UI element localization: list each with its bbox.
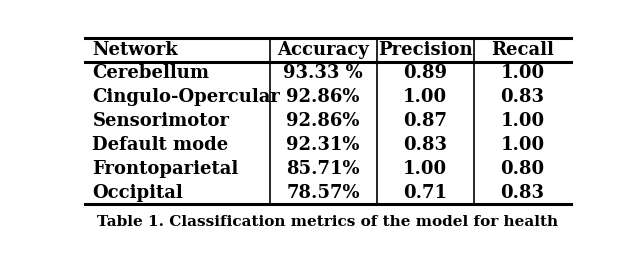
Text: Sensorimotor: Sensorimotor — [92, 112, 229, 130]
Text: Recall: Recall — [491, 41, 554, 59]
Text: 0.71: 0.71 — [403, 183, 447, 201]
Text: Cerebellum: Cerebellum — [92, 64, 209, 82]
Text: 92.86%: 92.86% — [286, 88, 360, 106]
Text: Table 1. Classification metrics of the model for health: Table 1. Classification metrics of the m… — [97, 215, 559, 229]
Text: 78.57%: 78.57% — [286, 183, 360, 201]
Text: Precision: Precision — [378, 41, 472, 59]
Text: 0.80: 0.80 — [500, 160, 545, 178]
Text: 0.83: 0.83 — [500, 88, 545, 106]
Text: Network: Network — [92, 41, 178, 59]
Text: 93.33 %: 93.33 % — [284, 64, 363, 82]
Text: 0.83: 0.83 — [500, 183, 545, 201]
Text: Accuracy: Accuracy — [277, 41, 369, 59]
Text: 0.89: 0.89 — [403, 64, 447, 82]
Text: 1.00: 1.00 — [403, 88, 447, 106]
Text: Default mode: Default mode — [92, 136, 228, 154]
Text: 1.00: 1.00 — [500, 136, 545, 154]
Text: 1.00: 1.00 — [500, 64, 545, 82]
Text: 85.71%: 85.71% — [286, 160, 360, 178]
Text: 92.31%: 92.31% — [286, 136, 360, 154]
Text: 1.00: 1.00 — [403, 160, 447, 178]
Text: 0.87: 0.87 — [403, 112, 447, 130]
Text: 92.86%: 92.86% — [286, 112, 360, 130]
Text: 0.83: 0.83 — [403, 136, 447, 154]
Text: 1.00: 1.00 — [500, 112, 545, 130]
Text: Frontoparietal: Frontoparietal — [92, 160, 239, 178]
Text: Occipital: Occipital — [92, 183, 183, 201]
Text: Cingulo-Opercular: Cingulo-Opercular — [92, 88, 280, 106]
